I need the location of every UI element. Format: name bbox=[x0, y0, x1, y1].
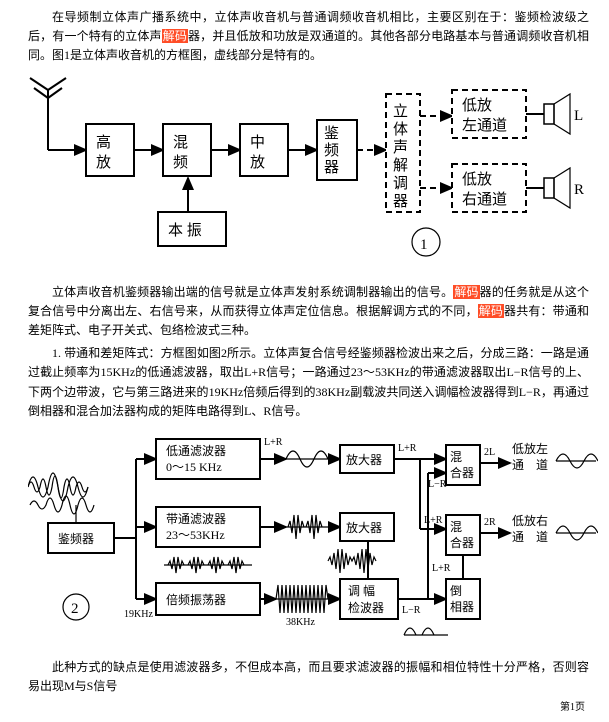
block-low-left-l2: 左通道 bbox=[462, 117, 507, 134]
out-right-wave-icon bbox=[556, 526, 598, 540]
paragraph-3: 1. 带通和差矩阵式：方框图如图2所示。立体声复合信号经鉴频器检波出来之后，分成… bbox=[28, 344, 589, 421]
paragraph-4: 此种方式的缺点是使用滤波器多，不但成本高，而且要求滤波器的振幅和相位特性十分严格… bbox=[28, 658, 589, 696]
block-stereo-demod-l4: 解 bbox=[393, 157, 408, 174]
highlight-decode-1: 解码 bbox=[162, 29, 188, 43]
block-if-amp-label-1: 中 bbox=[250, 134, 265, 151]
block-mixer-top-l1: 混 bbox=[450, 450, 462, 464]
label-19khz: 19KHz bbox=[124, 609, 153, 620]
speaker-left-label: L bbox=[574, 108, 583, 124]
highlight-decode-2: 解码 bbox=[453, 285, 479, 299]
label-2r: 2R bbox=[484, 517, 496, 528]
block-det-l1: 调 幅 bbox=[348, 583, 375, 598]
block-inverter-l1: 倒 bbox=[450, 584, 462, 598]
block-low-right-l1: 低放 bbox=[462, 171, 492, 188]
block-stereo-demod-l1: 立 bbox=[393, 103, 408, 120]
label-lpr-inv: L+R bbox=[432, 563, 451, 574]
block-stereo-demod-l2: 体 bbox=[393, 121, 408, 138]
paragraph-intro: 在导频制立体声广播系统中，立体声收音机与普通调频收音机相比，主要区别在于：鉴频检… bbox=[28, 8, 589, 66]
band-out-wave-icon bbox=[164, 557, 252, 573]
out-right-l1: 低放右 bbox=[512, 513, 548, 528]
block-stereo-demod-l5: 调 bbox=[393, 175, 408, 192]
block-det-l2: 检波器 bbox=[348, 600, 384, 615]
label-38khz: 38KHz bbox=[286, 617, 315, 628]
block-rf-amp-label-1: 高 bbox=[96, 134, 111, 151]
block-disc-label-1b: 频 bbox=[324, 142, 339, 159]
block-disc2-label: 鉴频器 bbox=[58, 532, 94, 546]
speaker-left-icon: L bbox=[544, 94, 583, 134]
block-mixer-label-2: 频 bbox=[173, 154, 188, 171]
para3-text: 1. 带通和差矩阵式：方框图如图2所示。立体声复合信号经鉴频器检波出来之后，分成… bbox=[28, 346, 589, 418]
block-multiplier-label: 倍频振荡器 bbox=[166, 592, 226, 607]
block-mixer-mid-l1: 混 bbox=[450, 520, 462, 534]
page-number: 第1页 bbox=[28, 700, 589, 716]
out-right-l2: 通 道 bbox=[512, 530, 548, 544]
antenna-icon bbox=[30, 78, 66, 150]
block-lowpass-l2: 0～15 KHz bbox=[166, 460, 222, 474]
block-stereo-demod-l6: 器 bbox=[393, 194, 408, 210]
block-amp-mid-label: 放大器 bbox=[346, 520, 382, 535]
label-2l: 2L bbox=[484, 447, 495, 458]
label-lmr-2: L−R bbox=[428, 479, 447, 490]
para2-a: 立体声收音机鉴频器输出端的信号就是立体声发射系统调制器输出的信号。 bbox=[52, 285, 453, 299]
label-lmr-1: L−R bbox=[402, 605, 421, 616]
out-left-wave-icon bbox=[556, 454, 598, 468]
block-disc-label-2: 器 bbox=[324, 160, 339, 176]
block-stereo-demod-l3: 声 bbox=[393, 138, 408, 156]
block-lowpass-l1: 低通滤波器 bbox=[166, 444, 226, 458]
figure-2-block-diagram: 鉴频器 低通滤波器 0～15 KHz 带通滤波器 23～53KHz 倍频振荡器 bbox=[28, 427, 589, 652]
para4-text: 此种方式的缺点是使用滤波器多，不但成本高，而且要求滤波器的振幅和相位特性十分严格… bbox=[28, 660, 589, 693]
label-lpr-2: L+R bbox=[398, 443, 417, 454]
composite-wave-icon bbox=[28, 473, 88, 501]
highlight-decode-3: 解码 bbox=[478, 304, 504, 318]
paragraph-2: 立体声收音机鉴频器输出端的信号就是立体声发射系统调制器输出的信号。解码器的任务就… bbox=[28, 283, 589, 341]
label-lpr-1: L+R bbox=[264, 437, 283, 448]
speaker-right-icon: R bbox=[544, 168, 584, 208]
lmr-halfwave-icon bbox=[404, 628, 448, 635]
figure-1-number: 1 bbox=[420, 237, 428, 253]
block-mixer-top-l2: 合器 bbox=[450, 465, 474, 480]
lpr-sine-icon bbox=[286, 451, 328, 467]
block-mixer-mid-l2: 合器 bbox=[450, 535, 474, 550]
block-disc-label-1: 鉴 bbox=[324, 125, 339, 142]
block-low-right-l2: 右通道 bbox=[462, 191, 507, 208]
38k-wave-icon bbox=[276, 585, 328, 613]
speaker-right-label: R bbox=[574, 182, 584, 198]
block-low-left-l1: 低放 bbox=[462, 97, 492, 114]
block-inverter-l2: 相器 bbox=[450, 600, 474, 614]
block-bandpass-l2: 23～53KHz bbox=[166, 528, 225, 542]
dsb-burst-icon bbox=[286, 515, 328, 539]
block-if-amp-label-2: 放 bbox=[250, 154, 265, 171]
out-left-l1: 低放左 bbox=[512, 441, 548, 456]
out-left-l2: 通 道 bbox=[512, 458, 548, 472]
block-rf-amp-label-2: 放 bbox=[96, 154, 111, 171]
block-mixer-label-1: 混 bbox=[173, 134, 188, 151]
figure-2-number: 2 bbox=[71, 601, 79, 617]
block-bandpass-l1: 带通滤波器 bbox=[166, 512, 226, 526]
block-local-osc-label: 本 振 bbox=[168, 222, 202, 239]
figure-1-block-diagram: 高 放 混 频 中 放 鉴 频 器 本 振 立 bbox=[28, 72, 589, 277]
block-amp-top-label: 放大器 bbox=[346, 452, 382, 467]
label-lpr-3: L+R bbox=[424, 515, 443, 526]
